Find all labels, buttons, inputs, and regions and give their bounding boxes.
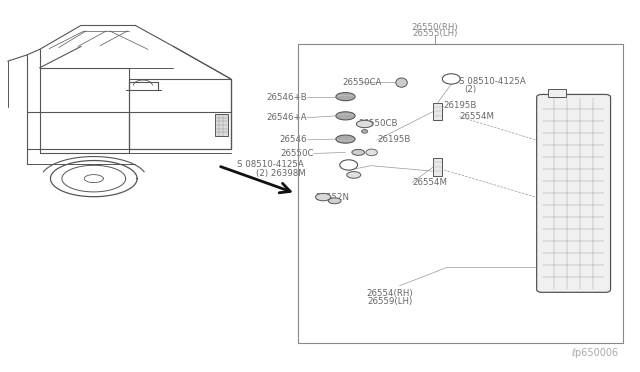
Ellipse shape xyxy=(336,112,355,120)
Text: ℓp650006: ℓp650006 xyxy=(571,348,618,358)
Ellipse shape xyxy=(356,120,373,128)
Text: 26550CB: 26550CB xyxy=(358,119,397,128)
Ellipse shape xyxy=(347,171,361,178)
Text: 26195B: 26195B xyxy=(443,101,476,110)
Bar xyxy=(433,103,442,120)
Text: 26559(LH): 26559(LH) xyxy=(367,297,413,306)
Text: 26555(LH): 26555(LH) xyxy=(412,29,458,38)
Bar xyxy=(298,44,623,343)
Text: (2) 26398M: (2) 26398M xyxy=(256,169,306,178)
Text: 26554M: 26554M xyxy=(459,112,494,121)
Text: 26550(RH): 26550(RH) xyxy=(412,23,458,32)
Ellipse shape xyxy=(396,78,407,87)
Text: (2): (2) xyxy=(464,85,476,94)
Text: S: S xyxy=(449,74,454,83)
Ellipse shape xyxy=(336,135,355,143)
Circle shape xyxy=(442,74,460,84)
Ellipse shape xyxy=(352,150,365,155)
Text: 26546+B: 26546+B xyxy=(266,93,307,102)
Text: 26554(RH): 26554(RH) xyxy=(367,289,413,298)
Text: S 08510-4125A: S 08510-4125A xyxy=(459,77,525,86)
Text: 26195B: 26195B xyxy=(378,135,411,144)
Text: 26546: 26546 xyxy=(280,135,307,144)
Bar xyxy=(215,114,228,136)
Bar xyxy=(548,89,566,97)
Text: S 08510-4125A: S 08510-4125A xyxy=(237,160,304,170)
Ellipse shape xyxy=(328,198,341,204)
Ellipse shape xyxy=(336,93,355,101)
FancyBboxPatch shape xyxy=(537,94,611,292)
Circle shape xyxy=(362,129,368,133)
Circle shape xyxy=(366,149,378,156)
Text: 26546+A: 26546+A xyxy=(267,113,307,122)
Text: 26550C: 26550C xyxy=(280,149,314,158)
Text: 26550CA: 26550CA xyxy=(342,78,381,87)
Bar xyxy=(433,158,442,176)
Text: 26552N: 26552N xyxy=(315,193,349,202)
Circle shape xyxy=(340,160,358,170)
Text: S: S xyxy=(346,160,351,170)
Text: 26554M: 26554M xyxy=(412,178,447,187)
Ellipse shape xyxy=(316,193,331,201)
